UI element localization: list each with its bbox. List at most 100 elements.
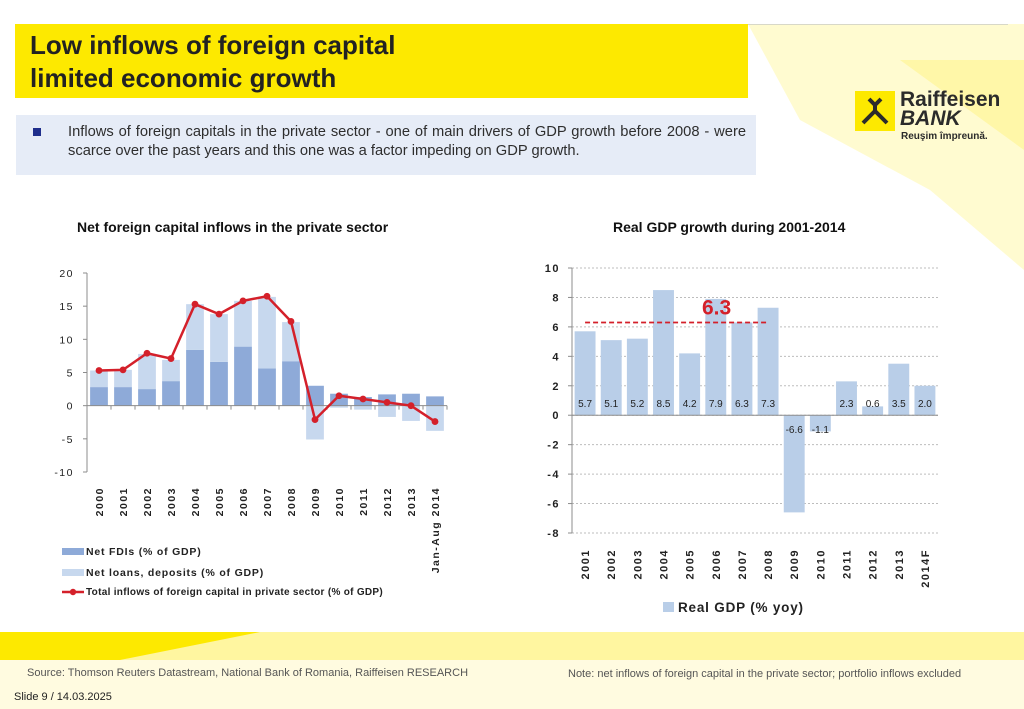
chart2-data-label: 0.6 (866, 399, 880, 410)
chart2-y-tick-label: 4 (552, 351, 560, 363)
raiffeisen-logo: Raiffeisen BANK Reuşim împreună. (853, 88, 1013, 148)
chart1-y-tick-label: 0 (67, 401, 74, 413)
chart1-total-point (191, 300, 199, 308)
chart1-x-tick-label: 2010 (334, 487, 346, 516)
deco-footer-wedge (0, 632, 260, 660)
chart1-bar-fdi (282, 361, 300, 406)
chart2-x-tick-label: 2003 (632, 549, 644, 579)
chart2-x-tick-label: 2005 (685, 549, 697, 579)
chart2-x-tick-label: 2012 (868, 549, 880, 579)
chart1-total-point (119, 366, 127, 374)
chart1-bar-loans (330, 405, 348, 408)
chart2-y-tick-label: -6 (547, 499, 560, 511)
chart2-data-label: 5.1 (604, 399, 618, 410)
deco-footer-band-light (0, 660, 1024, 709)
chart1-total-point (287, 318, 295, 325)
chart1-bar-fdi (426, 396, 444, 406)
chart2-data-label: -1.1 (812, 425, 830, 436)
chart1-legend-total: Total inflows of foreign capital in priv… (86, 587, 383, 598)
deco-wedge-right (900, 60, 1024, 150)
logo-text-bank: BANK (900, 107, 961, 130)
slide-title-line-2: limited economic growth (30, 63, 337, 93)
chart2-bar (757, 307, 779, 416)
chart1-x-tick-label: 2013 (406, 487, 418, 516)
chart1-title: Net foreign capital inflows in the priva… (77, 219, 389, 235)
chart2-x-tick-label: 2006 (711, 549, 723, 579)
chart1-total-point (359, 395, 367, 403)
chart1-bar-loans (354, 405, 372, 410)
chart1-x-tick-label: 2007 (262, 487, 274, 516)
capital-inflows-chart: -10 -5 0 5 10 15 20 2000 2001 2002 2003 2004 2005 200… (54, 268, 448, 598)
chart1-bar-fdi (258, 368, 276, 406)
chart1-bar-loans (234, 300, 252, 347)
chart2-average-label: 6.3 (702, 296, 731, 319)
chart1-y-tick-label: -10 (54, 467, 74, 479)
chart2-data-label: 2.0 (918, 399, 932, 410)
chart2-bar (731, 322, 753, 416)
chart2-data-label: 7.3 (761, 399, 775, 410)
chart2-bar (862, 406, 884, 416)
chart1-bar-loans (90, 370, 108, 388)
chart2-bar (888, 363, 910, 416)
chart2-y-tick-label: -8 (547, 528, 560, 540)
chart2-bar (783, 415, 805, 513)
chart1-bar-loans (282, 322, 300, 362)
slide-title-line-1: Low inflows of foreign capital (30, 30, 396, 60)
chart1-total-point (407, 402, 415, 410)
chart2-x-tick-label: 2004 (659, 549, 671, 579)
chart1-total-point (239, 297, 247, 305)
chart2-bar (809, 415, 831, 432)
bullet-box: Inflows of foreign capitals in the priva… (16, 115, 756, 175)
chart1-total-point (143, 349, 151, 357)
chart2-bar (600, 340, 622, 416)
chart1-bar-fdi (138, 389, 156, 406)
chart2-y-tick-label: -4 (547, 469, 560, 481)
chart1-bar-loans (186, 304, 204, 350)
chart1-bar-loans (210, 314, 228, 362)
chart1-total-point (383, 398, 391, 406)
chart2-bar (574, 331, 596, 416)
chart2-bar (653, 290, 674, 416)
chart2-data-label: 2.3 (840, 399, 854, 410)
chart2-x-tick-label: 2002 (606, 549, 618, 579)
logo-slogan: Reuşim împreună. (901, 131, 988, 142)
chart2-x-tick-label: 2010 (815, 549, 827, 579)
chart1-x-tick-label: 2012 (382, 487, 394, 516)
bullet-square-icon (33, 128, 41, 136)
chart2-y-tick-label: 6 (552, 322, 560, 334)
chart1-legend-swatch-loans (62, 569, 84, 576)
title-frame-line (748, 24, 1008, 25)
chart1-total-point (311, 416, 319, 423)
chart2-data-label: 6.3 (735, 399, 749, 410)
chart2-data-label: 5.7 (578, 399, 592, 410)
chart1-x-tick-label: 2011 (358, 487, 370, 516)
chart1-legend-loans: Net loans, deposits (% of GDP) (86, 567, 264, 579)
chart1-x-tick-label: 2009 (310, 487, 322, 516)
chart1-total-point (167, 355, 175, 362)
chart2-y-tick-label: -2 (547, 440, 560, 452)
chart2-y-tick-label: 10 (545, 263, 560, 275)
chart2-data-label: 5.2 (630, 399, 644, 410)
chart2-bar (679, 353, 701, 416)
chart1-total-point (215, 310, 223, 318)
chart1-x-tick-label: 2003 (166, 487, 178, 516)
chart2-x-tick-label: 2013 (894, 549, 906, 579)
chart1-bar-loans (162, 359, 180, 382)
chart2-bar (705, 298, 727, 416)
footer: Source: Thomson Reuters Datastream, Nati… (0, 660, 1024, 709)
chart1-total-point (431, 418, 439, 425)
chart1-bar-fdi (114, 387, 132, 406)
chart1-y-tick-label: -5 (62, 434, 74, 446)
chart2-data-label: 3.5 (892, 399, 906, 410)
chart1-legend-swatch-fdi (62, 548, 84, 555)
chart1-bar-fdi (402, 393, 420, 406)
chart2-data-label: 7.9 (709, 399, 723, 410)
chart1-bar-loans (258, 296, 276, 369)
chart1-total-point (335, 392, 343, 400)
chart1-bar-fdi (330, 393, 348, 406)
chart2-y-tick-label: 0 (552, 410, 560, 422)
chart1-x-tick-label: 2002 (142, 487, 154, 516)
chart1-total-point (263, 292, 271, 300)
chart2-x-tick-label: 2011 (842, 549, 854, 579)
chart1-x-tick-label: 2005 (214, 487, 226, 516)
